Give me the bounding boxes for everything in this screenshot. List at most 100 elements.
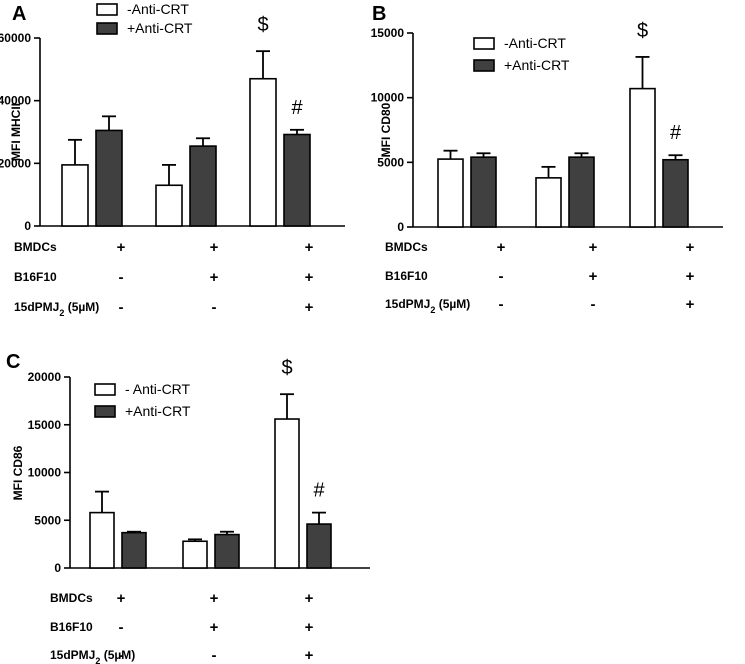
chart-panel-C: C 0 5000 10000 15000 20000 MFI CD86 $ # - Anti-CR…	[6, 351, 370, 664]
bar-minus-anti-crt	[182, 540, 208, 569]
y-axis-label: MFI MHCII	[9, 103, 23, 161]
y-axis-label: MFI CD86	[11, 445, 25, 500]
condition-mark: +	[686, 239, 695, 256]
bar-minus-anti-crt	[535, 177, 562, 228]
condition-mark: +	[210, 619, 219, 636]
legend-swatch	[94, 383, 116, 396]
significance-marker: $	[281, 357, 292, 379]
legend-swatch	[96, 22, 118, 35]
condition-label-suffix: (5µM)	[100, 648, 135, 662]
condition-label: BMDCs	[50, 591, 93, 605]
y-tick-label: 20000	[28, 370, 62, 384]
condition-mark: +	[305, 239, 314, 256]
condition-mark: +	[210, 239, 219, 256]
bar-plus-anti-crt	[214, 533, 240, 569]
panel-letter: C	[6, 351, 20, 373]
panel-letter: B	[372, 3, 386, 25]
y-axis-label: MFI CD80	[379, 102, 393, 157]
condition-label: B16F10	[50, 620, 93, 634]
bar-minus-anti-crt	[89, 511, 115, 569]
condition-label: 15dPMJ2 (5µM)	[14, 300, 99, 318]
bar-minus-anti-crt	[61, 164, 89, 227]
condition-label-subscript: 2	[59, 308, 64, 318]
chart-panel-A: A 0 20000 40000 60000 MFI MHCII $ # -Anti-CRT +An…	[0, 1, 345, 318]
legend-label: +Anti-CRT	[504, 57, 570, 73]
y-tick-label: 0	[54, 561, 61, 575]
condition-mark: -	[499, 296, 504, 313]
bar-plus-anti-crt	[662, 158, 689, 228]
condition-mark: +	[497, 239, 506, 256]
legend-swatch	[94, 405, 116, 418]
bar-plus-anti-crt	[121, 531, 147, 569]
y-tick-label: 15000	[371, 26, 405, 40]
y-tick-label: 20000	[0, 156, 31, 170]
significance-marker: #	[670, 122, 682, 144]
y-tick-label: 10000	[28, 466, 62, 480]
condition-label: B16F10	[385, 269, 428, 283]
legend-swatch	[473, 37, 495, 50]
legend-label: -Anti-CRT	[127, 1, 189, 17]
condition-mark: +	[305, 269, 314, 286]
condition-mark: +	[117, 590, 126, 607]
significance-marker: $	[257, 14, 268, 36]
bar-minus-anti-crt	[629, 87, 656, 228]
y-tick-label: 5000	[377, 155, 404, 169]
condition-label-subscript: 2	[95, 656, 100, 664]
legend-swatch	[96, 3, 118, 16]
bar-minus-anti-crt	[155, 184, 183, 227]
bar-plus-anti-crt	[283, 133, 311, 227]
condition-mark: -	[119, 299, 124, 316]
condition-label: B16F10	[14, 270, 57, 284]
condition-mark: -	[499, 268, 504, 285]
bar-plus-anti-crt	[189, 145, 217, 227]
legend-swatch	[473, 59, 495, 72]
condition-mark: -	[212, 647, 217, 664]
condition-label: 15dPMJ2 (5µM)	[385, 297, 470, 315]
significance-marker: $	[637, 20, 648, 42]
condition-mark: -	[119, 269, 124, 286]
condition-label: BMDCs	[385, 240, 428, 254]
bar-minus-anti-crt	[274, 418, 300, 569]
legend-label: +Anti-CRT	[127, 20, 193, 36]
chart-panel-B: B 0 5000 10000 15000 MFI CD80 $ # -Anti-CRT +Anti…	[371, 3, 723, 315]
condition-mark: +	[305, 619, 314, 636]
condition-mark: +	[686, 268, 695, 285]
condition-mark: +	[305, 590, 314, 607]
condition-label-suffix: (5µM)	[435, 297, 470, 311]
condition-mark: +	[686, 296, 695, 313]
condition-mark: -	[212, 299, 217, 316]
y-tick-label: 0	[397, 220, 404, 234]
condition-label-subscript: 2	[430, 305, 435, 315]
bar-plus-anti-crt	[306, 523, 332, 569]
y-tick-label: 5000	[34, 513, 61, 527]
condition-mark: +	[210, 590, 219, 607]
bar-plus-anti-crt	[568, 156, 595, 228]
condition-mark: +	[210, 269, 219, 286]
y-tick-label: 0	[24, 219, 31, 233]
condition-mark: +	[589, 268, 598, 285]
condition-label: 15dPMJ2 (5µM)	[50, 648, 135, 664]
condition-mark: -	[119, 647, 124, 664]
legend-label: -Anti-CRT	[504, 35, 566, 51]
y-tick-label: 60000	[0, 31, 31, 45]
condition-mark: -	[591, 296, 596, 313]
significance-marker: #	[291, 97, 303, 119]
condition-mark: +	[589, 239, 598, 256]
y-tick-label: 40000	[0, 94, 31, 108]
panel-letter: A	[12, 3, 26, 25]
condition-mark: +	[305, 299, 314, 316]
y-tick-label: 15000	[28, 418, 62, 432]
bar-plus-anti-crt	[95, 129, 123, 227]
significance-marker: #	[313, 480, 325, 502]
condition-mark: +	[117, 239, 126, 256]
condition-label: BMDCs	[14, 240, 57, 254]
condition-label-suffix: (5µM)	[64, 300, 99, 314]
bar-plus-anti-crt	[470, 156, 497, 228]
legend-label: - Anti-CRT	[125, 381, 191, 397]
condition-mark: +	[305, 647, 314, 664]
bar-minus-anti-crt	[437, 158, 464, 228]
y-tick-label: 10000	[371, 91, 405, 105]
legend-label: +Anti-CRT	[125, 403, 191, 419]
bar-minus-anti-crt	[249, 77, 277, 227]
